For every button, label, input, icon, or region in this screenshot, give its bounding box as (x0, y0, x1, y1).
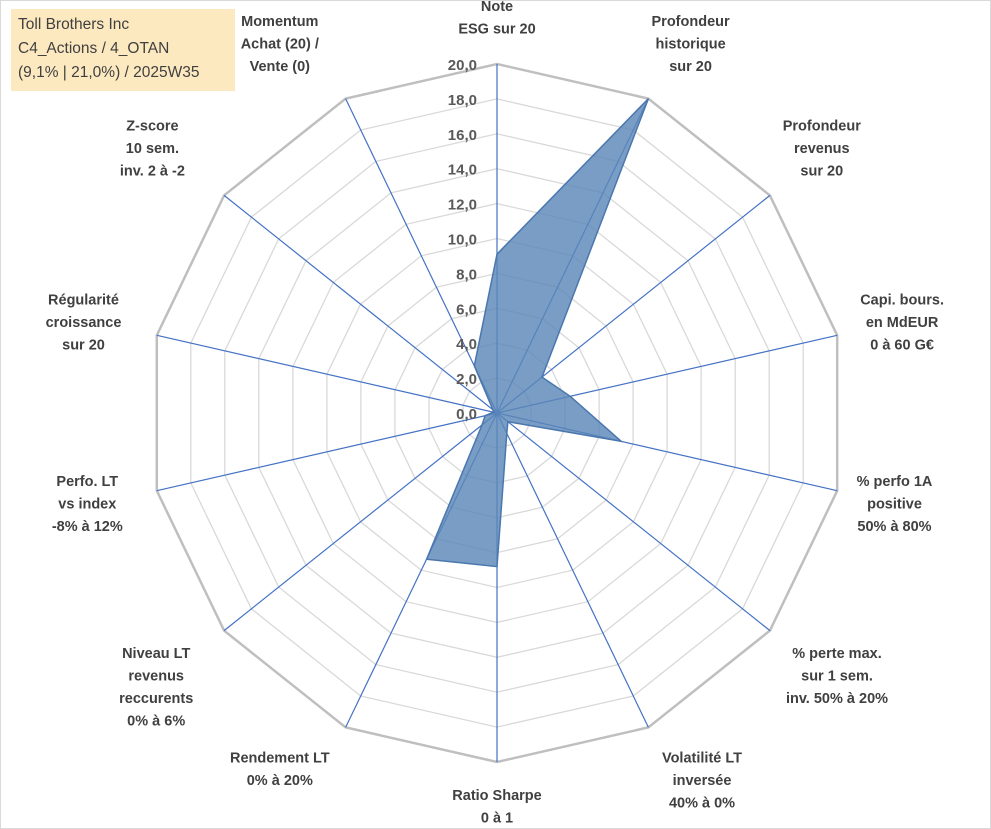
axis-label-line: 0 à 60 G€ (870, 338, 934, 354)
axis-label-line: Z-score (126, 118, 178, 134)
axis-label: Momentum Achat (20) / Vente (0) (241, 14, 319, 75)
radar-spoke (345, 98, 498, 414)
axis-label: % perfo 1A positive 50% à 80% (857, 474, 933, 535)
radar-spoke (156, 412, 498, 492)
axis-label-line: 0% à 6% (127, 714, 185, 730)
axis-label-line: sur 20 (800, 163, 843, 179)
tick-label: 6,0 (456, 301, 477, 318)
axis-label: Volatilité LT inversée 40% à 0% (662, 751, 742, 812)
axis-label-line: inv. 50% à 20% (786, 691, 888, 707)
axis-label-line: positive (867, 497, 922, 513)
tick-label: 14,0 (448, 162, 477, 179)
axis-label-line: reccurents (119, 691, 193, 707)
radar-spoke (223, 412, 498, 632)
tick-label: 2,0 (456, 371, 477, 388)
radar-spoke (156, 334, 498, 414)
axis-label-line: revenus (128, 669, 184, 685)
axis-label: Niveau LT revenus reccurents 0% à 6% (119, 646, 193, 730)
axis-label-line: revenus (794, 141, 850, 157)
axis-label-line: Profondeur (783, 118, 861, 134)
axis-label: Z-score 10 sem. inv. 2 à -2 (120, 118, 185, 179)
info-line-stats: (9,1% | 21,0%) / 2025W35 (18, 64, 200, 81)
axis-label-line: Note (481, 0, 513, 15)
axis-label: Rendement LT 0% à 20% (230, 751, 330, 790)
axis-label-line: Momentum (241, 14, 318, 30)
axis-label: Profondeur historique sur 20 (652, 14, 730, 75)
info-line-company: Toll Brothers Inc (18, 16, 130, 33)
tick-label: 20,0 (448, 57, 477, 74)
radar-spoke (496, 412, 771, 632)
axis-label-line: Rendement LT (230, 751, 330, 767)
info-line-category: C4_Actions / 4_OTAN (18, 40, 170, 57)
axis-label-line: Perfo. LT (56, 474, 118, 490)
axis-label-line: Niveau LT (122, 646, 190, 662)
radar-tick-labels: 0,0 2,0 4,0 6,0 8,0 10,0 12,0 14,0 16,0 18,0 20,0 (448, 57, 477, 423)
axis-label-line: Ratio Sharpe (452, 788, 541, 804)
axis-label-line: Régularité (48, 293, 119, 309)
axis-label: Ratio Sharpe 0 à 1 (452, 788, 541, 827)
axis-label-line: en MdEUR (866, 315, 939, 331)
axis-label-line: inversée (673, 773, 732, 789)
tick-label: 0,0 (456, 406, 477, 423)
tick-label: 4,0 (456, 336, 477, 353)
axis-label-line: sur 20 (62, 338, 105, 354)
tick-label: 18,0 (448, 92, 477, 109)
axis-label-line: -8% à 12% (52, 519, 123, 535)
axis-label-line: Achat (20) / (241, 36, 319, 52)
axis-label-line: 0 à 1 (481, 811, 513, 827)
axis-label-line: croissance (46, 315, 122, 331)
axis-label-line: 50% à 80% (857, 519, 931, 535)
axis-label-line: Vente (0) (250, 59, 311, 75)
axis-label: Capi. bours. en MdEUR 0 à 60 G€ (860, 293, 944, 354)
radar-spoke (496, 412, 649, 728)
axis-label-line: % perte max. (792, 646, 881, 662)
axis-label-line: ESG sur 20 (458, 22, 535, 38)
radar-spoke (223, 194, 498, 414)
axis-label-line: sur 1 sem. (801, 669, 873, 685)
axis-label-line: inv. 2 à -2 (120, 163, 185, 179)
axis-label-line: 10 sem. (126, 141, 179, 157)
axis-label-line: vs index (58, 497, 116, 513)
axis-label-line: Profondeur (652, 14, 730, 30)
axis-label-line: historique (656, 36, 726, 52)
axis-label: Régularité croissance sur 20 (46, 293, 122, 354)
info-box: Toll Brothers Inc C4_Actions / 4_OTAN (9… (11, 9, 235, 91)
axis-label: % perte max. sur 1 sem. inv. 50% à 20% (786, 646, 888, 707)
axis-label-line: 40% à 0% (669, 796, 735, 812)
axis-label-line: Capi. bours. (860, 293, 944, 309)
axis-label-line: 0% à 20% (247, 773, 313, 789)
radar-series (425, 98, 650, 568)
axis-label-line: % perfo 1A (857, 474, 933, 490)
radar-axis-labels: Note ESG sur 20 Profondeur historique sur 20… (46, 0, 944, 827)
tick-label: 8,0 (456, 266, 477, 283)
axis-label-line: Volatilité LT (662, 751, 742, 767)
axis-label: Profondeur revenus sur 20 (783, 118, 861, 179)
tick-label: 10,0 (448, 232, 477, 249)
tick-label: 16,0 (448, 127, 477, 144)
axis-label-line: sur 20 (669, 59, 712, 75)
axis-label: Note ESG sur 20 (458, 0, 535, 38)
tick-label: 12,0 (448, 197, 477, 214)
axis-label: Perfo. LT vs index -8% à 12% (52, 474, 123, 535)
